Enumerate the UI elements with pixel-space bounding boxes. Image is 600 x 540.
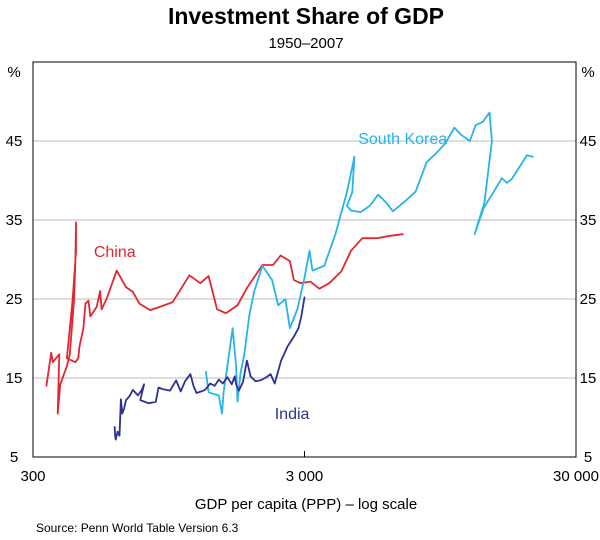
y-tick-label-left: 5	[10, 449, 18, 466]
y-axis-tick-labels: 5 5 15 15 25 25 35 35 45 45	[6, 133, 597, 466]
y-unit-left: %	[7, 64, 20, 81]
source-note: Source: Penn World Table Version 6.3	[36, 521, 239, 535]
y-tick-label-left: 25	[6, 291, 23, 308]
x-tick-label: 300	[20, 468, 45, 485]
series-label-china: China	[94, 244, 136, 261]
y-tick-label-right: 35	[580, 212, 597, 229]
y-unit-right: %	[581, 64, 594, 81]
y-tick-label-left: 15	[6, 370, 23, 387]
y-tick-label-right: 45	[580, 133, 597, 150]
series-line-china	[45, 221, 404, 415]
y-tick-label-right: 15	[580, 370, 597, 387]
chart-title: Investment Share of GDP	[168, 3, 444, 29]
series-line-india	[113, 296, 306, 441]
y-tick-label-left: 45	[6, 133, 23, 150]
x-axis-tick-labels: 300 3 000 30 000	[20, 468, 598, 485]
series-labels: China South Korea India	[94, 131, 447, 423]
series-lines	[45, 111, 534, 441]
chart-subtitle: 1950–2007	[268, 35, 343, 52]
y-tick-label-right: 25	[580, 291, 597, 308]
y-tick-label-right: 5	[584, 449, 592, 466]
x-axis-ticks	[32, 451, 577, 457]
series-label-south-korea: South Korea	[358, 131, 447, 148]
series-line-south-korea	[204, 111, 534, 415]
series-label-india: India	[275, 406, 310, 423]
x-axis-title: GDP per capita (PPP) – log scale	[195, 496, 417, 513]
y-tick-label-left: 35	[6, 212, 23, 229]
x-tick-label: 3 000	[286, 468, 324, 485]
x-tick-label: 30 000	[553, 468, 599, 485]
gridlines	[33, 140, 576, 379]
